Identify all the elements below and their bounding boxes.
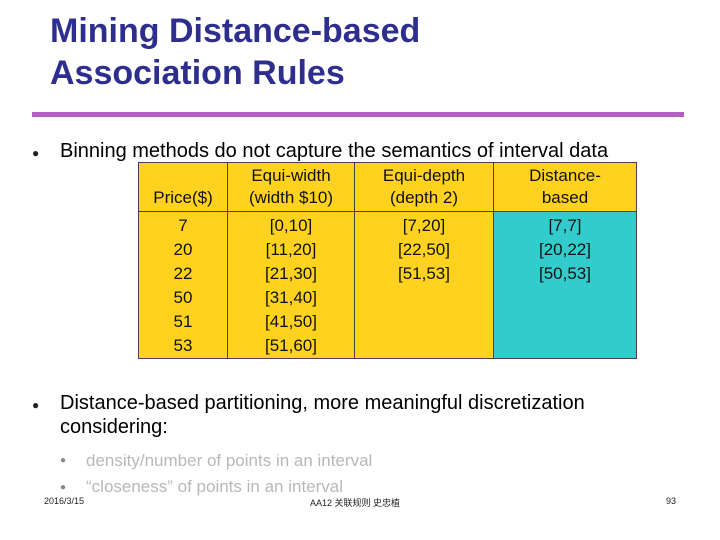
bullet-distance-line2: considering: (60, 416, 168, 438)
column-equi-depth: [7,20] [22,50] [51,53] (354, 211, 494, 359)
price-value: 22 (173, 264, 193, 283)
equi-width-bin: [31,40] (265, 288, 317, 307)
table-header-row: Price($) Equi-width (width $10) Equi-dep… (138, 162, 637, 212)
equi-depth-bin: [51,53] (398, 264, 450, 283)
equi-width-bin: [21,30] (265, 264, 317, 283)
bullet-distance-text: Distance-based partitioning, more meanin… (60, 391, 585, 439)
price-value: 51 (173, 312, 193, 331)
footer-course: AA12 关联规则 史忠植 (310, 498, 401, 508)
slide-title: Mining Distance-based Association Rules (50, 10, 420, 94)
equi-width-bin: [11,20] (265, 240, 317, 259)
header-equi-width: Equi-width (width $10) (227, 162, 355, 212)
header-equi-depth: Equi-depth (depth 2) (354, 162, 494, 212)
equi-width-bin: [41,50] (265, 312, 317, 331)
column-distance-based: [7,7] [20,22] [50,53] (493, 211, 637, 359)
footer-date: 2016/3/15 (44, 496, 85, 506)
distance-bin: [7,7] (548, 216, 582, 235)
title-line-2: Association Rules (50, 54, 345, 92)
distance-bin: [20,22] (539, 240, 591, 259)
header-equi-depth-line2: (depth 2) (389, 188, 459, 207)
sub-bullet-dot-icon: ● (60, 455, 67, 466)
price-value: 7 (178, 216, 188, 235)
column-price: 7 20 22 50 51 53 (138, 211, 228, 359)
price-value: 53 (173, 336, 193, 355)
equi-width-bin: [51,60] (265, 336, 317, 355)
header-equi-depth-line1: Equi-depth (382, 166, 466, 185)
title-line-1: Mining Distance-based (50, 12, 421, 50)
header-equi-width-line1: Equi-width (251, 166, 331, 185)
price-value: 20 (173, 240, 193, 259)
equi-depth-bin: [22,50] (398, 240, 450, 259)
table-body-row: 7 20 22 50 51 53 [0,10] [11,20] [21,30] … (138, 211, 637, 359)
bullet-dot-icon: ● (32, 398, 40, 412)
header-distance-line1: Distance- (529, 166, 601, 185)
distance-bin: [50,53] (539, 264, 591, 283)
sub-item-closeness: “closeness” of points in an interval (86, 477, 344, 496)
header-equi-width-line2: (width $10) (248, 188, 334, 207)
title-divider (32, 112, 684, 117)
sub-bullet-dot-icon: ● (60, 482, 67, 493)
header-price-line2: Price($) (153, 188, 213, 207)
header-distance-line2: based (541, 188, 589, 207)
binning-table: Price($) Equi-width (width $10) Equi-dep… (138, 162, 637, 359)
header-price: Price($) (138, 162, 228, 212)
bullet-binning-text: Binning methods do not capture the seman… (60, 140, 609, 162)
footer-page-number: 93 (666, 496, 677, 506)
equi-width-bin: [0,10] (269, 216, 313, 235)
bullet-dot-icon: ● (32, 146, 40, 160)
sub-item-density: density/number of points in an interval (86, 451, 373, 470)
price-value: 50 (173, 288, 193, 307)
header-distance-based: Distance- based (493, 162, 637, 212)
column-equi-width: [0,10] [11,20] [21,30] [31,40] [41,50] [… (227, 211, 355, 359)
equi-depth-bin: [7,20] (402, 216, 446, 235)
bullet-distance-line1: Distance-based partitioning, more meanin… (60, 392, 585, 414)
